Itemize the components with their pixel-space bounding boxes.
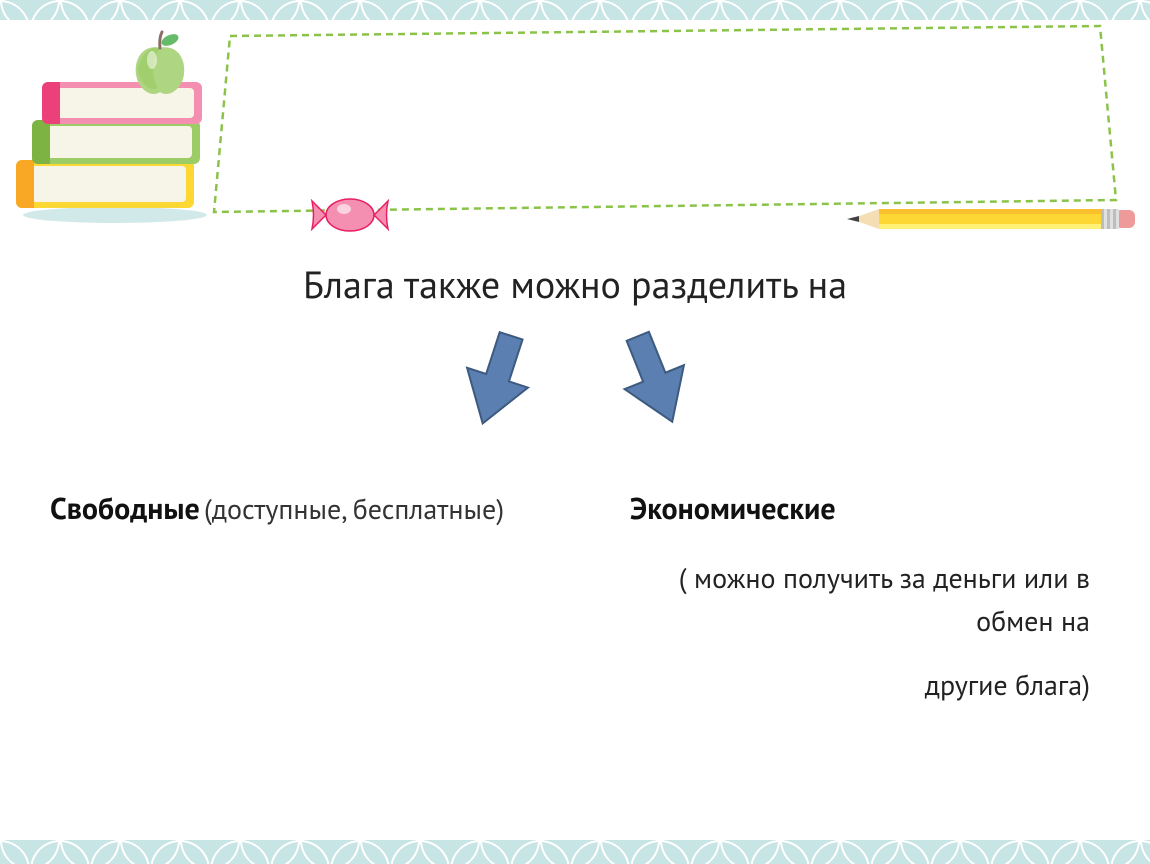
footer-pattern xyxy=(0,840,1150,864)
apple-icon xyxy=(130,30,190,100)
arrows-container xyxy=(40,329,1110,429)
branches-row: Свободные (доступные, бесплатные) Эконом… xyxy=(40,489,1110,706)
branch-economic: Экономические ( можно получить за деньги… xyxy=(570,489,1110,706)
branch-economic-desc: ( можно получить за деньги или в обмен н… xyxy=(630,556,1110,706)
branch-economic-title: Экономические xyxy=(630,489,836,528)
content-area: Блага также можно разделить на Свободные… xyxy=(0,250,1150,840)
arrow-left-icon xyxy=(455,329,535,429)
candy-icon xyxy=(310,195,390,235)
branch-economic-desc-line1: ( можно получить за деньги или в обмен н… xyxy=(630,556,1090,643)
branch-free: Свободные (доступные, бесплатные) xyxy=(40,489,530,706)
arrow-right-icon xyxy=(615,329,695,429)
branch-economic-desc-line2: другие блага) xyxy=(630,663,1090,706)
title-frame xyxy=(200,20,1130,220)
branch-free-title: Свободные xyxy=(50,489,200,528)
pencil-icon xyxy=(845,204,1135,234)
book-yellow-icon xyxy=(16,160,194,208)
diagram-title: Блага также можно разделить на xyxy=(40,260,1110,309)
book-green-icon xyxy=(32,120,200,164)
branch-free-detail: (доступные, бесплатные) xyxy=(204,490,504,527)
books-stack-icon xyxy=(0,20,210,225)
